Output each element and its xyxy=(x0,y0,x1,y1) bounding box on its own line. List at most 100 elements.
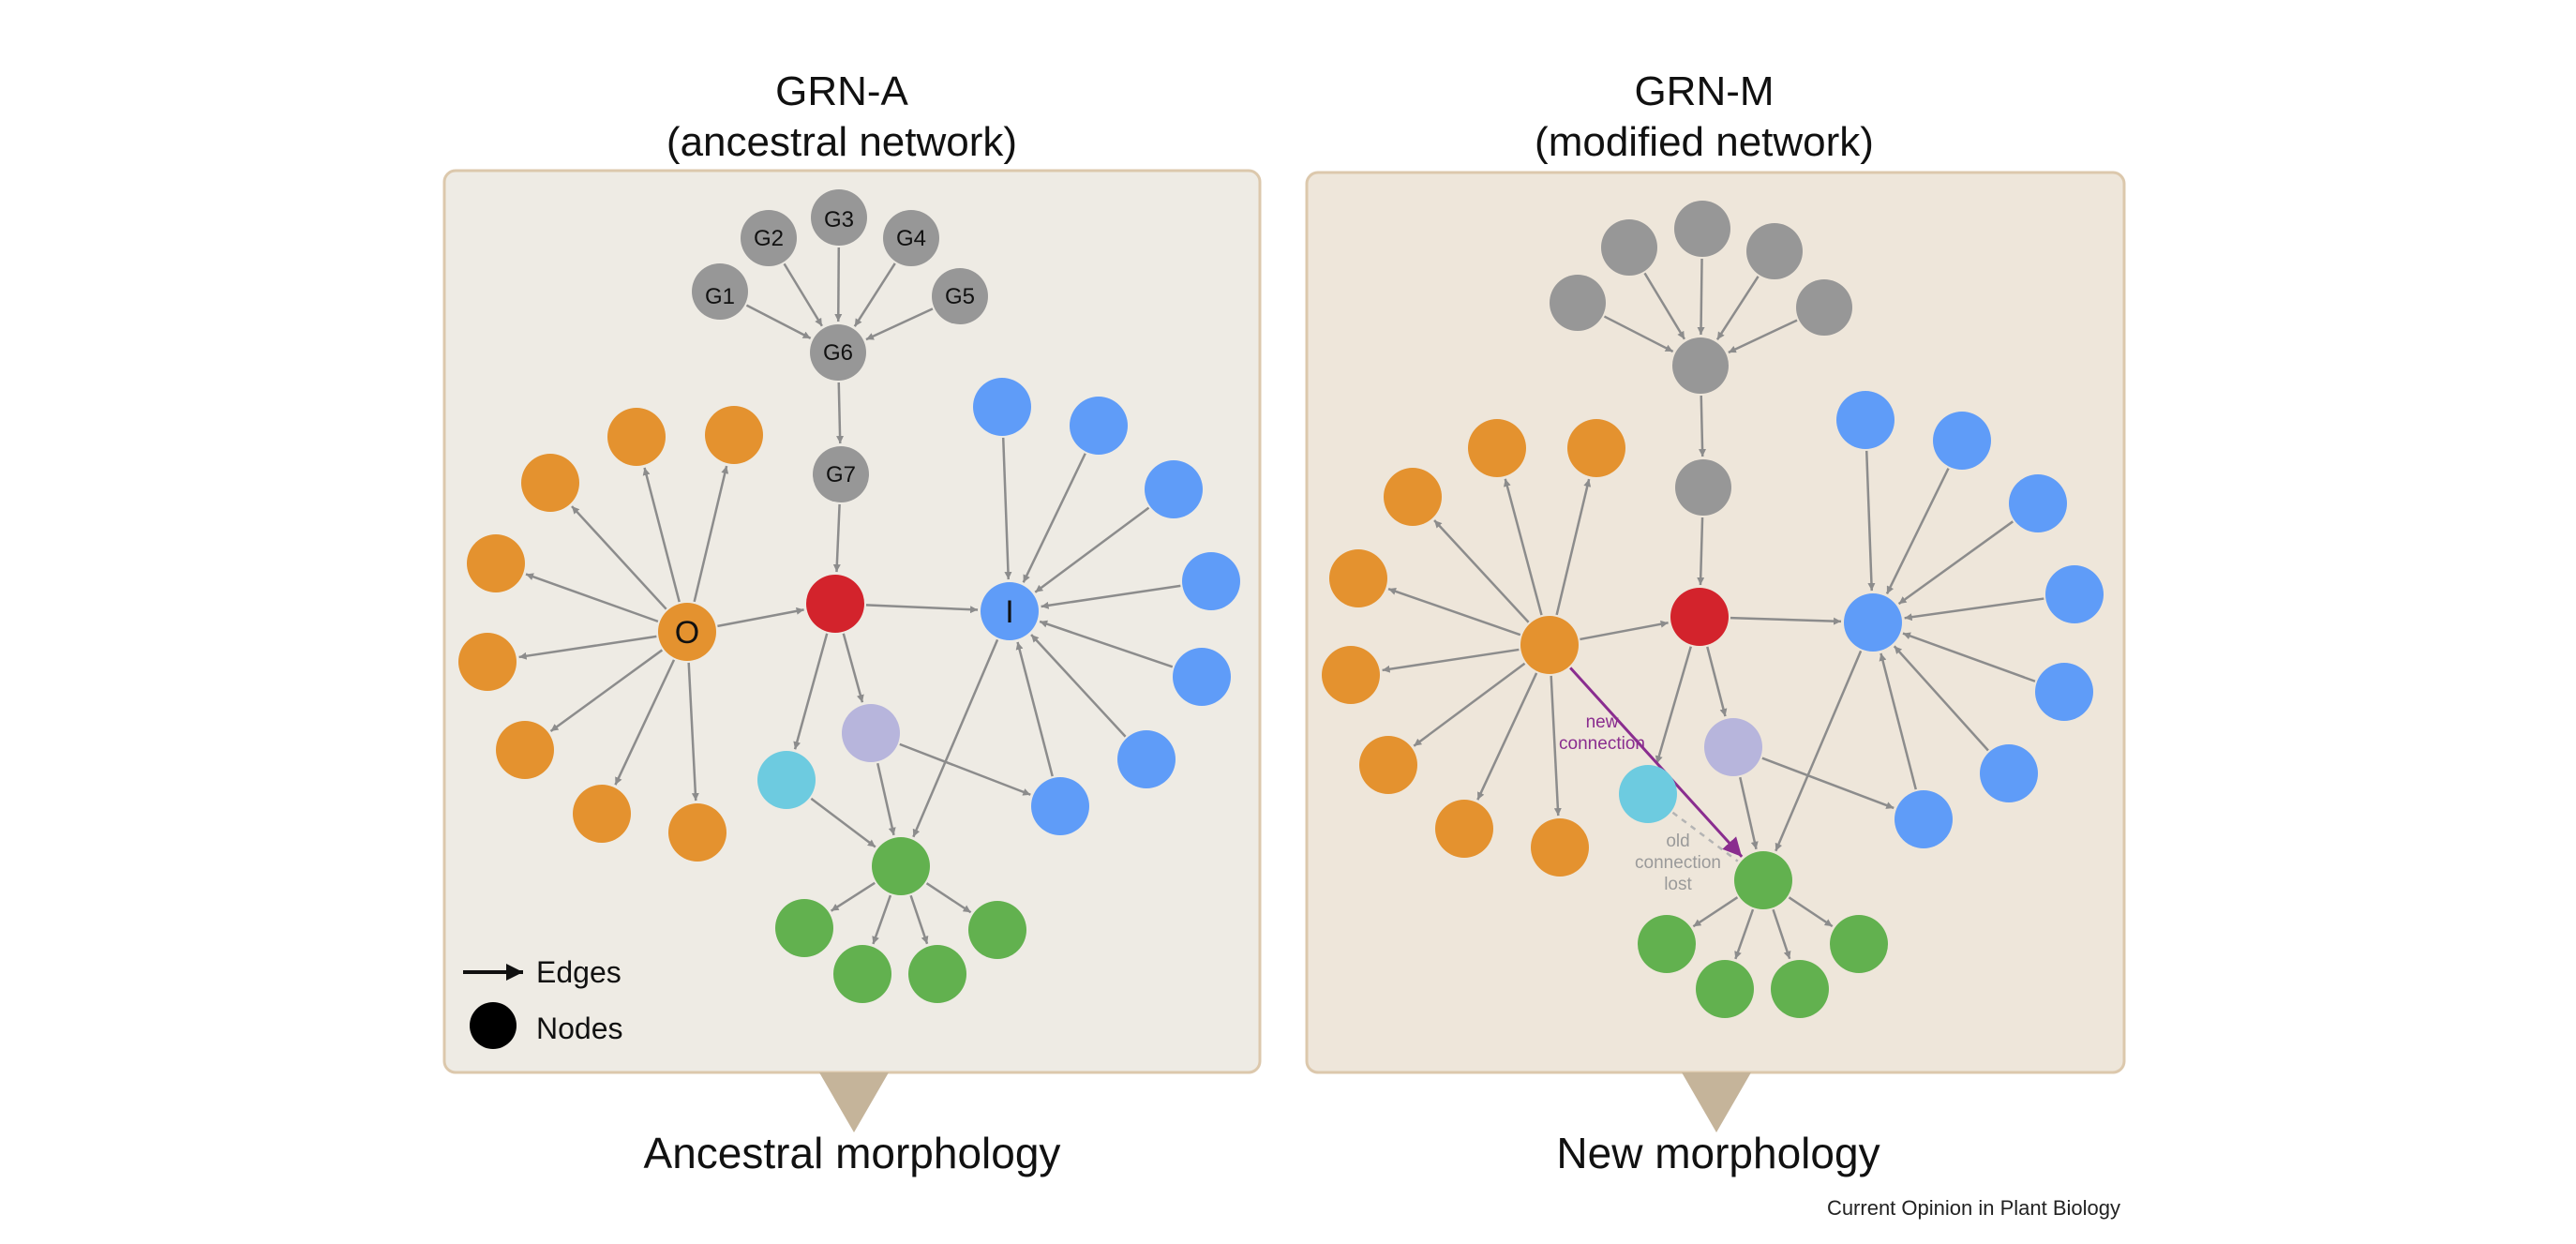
left-edge-g2-g6 xyxy=(783,262,823,327)
right-node-b7 xyxy=(1895,790,1953,848)
right-edge-red-i xyxy=(1730,616,1842,625)
left-node-o3 xyxy=(521,454,579,512)
right-node-g2 xyxy=(1601,219,1657,276)
left-node-lav xyxy=(842,704,900,762)
right-edge-b3-i xyxy=(1897,520,2014,606)
right-node-b6 xyxy=(1980,744,2038,802)
left-network-edges xyxy=(518,247,1181,945)
left-edge-o-red xyxy=(717,607,804,628)
journal-credit: Current Opinion in Plant Biology xyxy=(1827,1196,2120,1220)
right-network-nodes xyxy=(1322,201,2104,1018)
right-node-gr1 xyxy=(1638,915,1696,973)
left-edge-o-o3 xyxy=(571,505,667,610)
left-edge-gh-gr3 xyxy=(909,894,929,945)
left-node-g5 xyxy=(932,268,988,324)
left-node-b1 xyxy=(973,378,1031,436)
right-node-o1 xyxy=(1468,419,1526,477)
right-node-b5 xyxy=(2035,663,2093,721)
left-edge-g1-g6 xyxy=(745,304,812,339)
right-edge-b6-i xyxy=(1893,645,1989,752)
left-node-o2 xyxy=(705,406,763,464)
left-edge-o-o2 xyxy=(693,465,729,603)
right-edge-lav-b7 xyxy=(1761,757,1895,810)
node-label-g3: G3 xyxy=(824,207,854,232)
left-node-b7 xyxy=(1031,777,1089,835)
right-pointer xyxy=(1682,1072,1751,1132)
left-node-g3 xyxy=(811,189,867,246)
left-node-g1 xyxy=(692,263,748,320)
right-edge-lav-gh xyxy=(1739,776,1759,850)
left-edge-o-o4 xyxy=(525,573,659,623)
right-edge-b5-i xyxy=(1902,632,2036,682)
left-node-b5 xyxy=(1173,648,1231,706)
left-edge-lav-b7 xyxy=(899,742,1031,796)
left-edge-gh-gr4 xyxy=(925,882,972,914)
left-edge-b3-i xyxy=(1034,506,1150,593)
left-node-o1 xyxy=(607,408,666,466)
node-label-g5: G5 xyxy=(945,284,975,309)
left-edge-g7-red xyxy=(832,503,841,573)
right-node-o7 xyxy=(1435,800,1493,858)
left-node-gh xyxy=(872,837,930,895)
right-edge-o-o5 xyxy=(1382,648,1520,673)
left-edge-o-o6 xyxy=(549,649,664,732)
right-node-g6 xyxy=(1672,337,1729,394)
left-edge-g4-g6 xyxy=(853,262,896,327)
right-edge-o-o6 xyxy=(1413,662,1526,747)
right-node-gr2 xyxy=(1696,960,1754,1018)
right-node-o6 xyxy=(1359,736,1417,794)
right-edge-red-cyan xyxy=(1655,646,1692,764)
right-edge-gh-gr3 xyxy=(1772,908,1791,960)
legend-nodes-label: Nodes xyxy=(536,1012,623,1045)
right-edge-g2-g6 xyxy=(1643,272,1686,340)
node-label-g6: G6 xyxy=(823,340,853,366)
left-edge-red-lav xyxy=(842,633,864,703)
annotation-old-line1: old xyxy=(1666,832,1689,851)
right-edge-o-o3 xyxy=(1433,519,1530,623)
right-edge-o-o2 xyxy=(1555,478,1592,616)
right-edge-o-red xyxy=(1580,620,1669,641)
right-edge-gh-gr4 xyxy=(1788,896,1834,928)
right-node-b1 xyxy=(1836,391,1895,449)
node-label-o: O xyxy=(675,615,699,651)
right-edge-g5-g6 xyxy=(1728,319,1798,354)
left-edge-g6-g7 xyxy=(836,382,845,444)
left-node-b6 xyxy=(1117,730,1176,788)
left-pointer xyxy=(819,1072,889,1132)
right-edge-g4-g6 xyxy=(1715,276,1760,340)
right-network-edges xyxy=(1382,258,2044,960)
legend-edges-label: Edges xyxy=(536,955,622,989)
right-node-b4 xyxy=(2045,565,2104,623)
right-edge-b7-i xyxy=(1879,652,1917,790)
left-node-b4 xyxy=(1182,552,1240,610)
left-node-red xyxy=(806,575,864,633)
right-edge-o-o1 xyxy=(1503,478,1543,616)
right-node-g7 xyxy=(1675,459,1731,516)
right-node-b2 xyxy=(1933,412,1991,470)
right-edge-g7-red xyxy=(1697,517,1705,586)
right-node-o8 xyxy=(1531,818,1589,877)
left-edge-g5-g6 xyxy=(865,307,934,341)
node-label-g7: G7 xyxy=(826,462,856,487)
left-node-gr1 xyxy=(775,899,833,957)
right-edge-o-o7 xyxy=(1476,672,1538,801)
right-node-gh xyxy=(1734,851,1792,909)
left-network-nodes xyxy=(458,189,1240,1003)
node-label-i: I xyxy=(1005,594,1013,630)
right-node-cyan xyxy=(1619,765,1677,823)
left-edge-o-o1 xyxy=(642,467,681,603)
right-edge-red-lav xyxy=(1706,646,1728,717)
right-edge-o-o8 xyxy=(1550,675,1562,817)
right-edge-i-gh xyxy=(1775,650,1863,852)
right-node-g3 xyxy=(1674,201,1730,257)
node-label-g1: G1 xyxy=(705,284,735,309)
left-node-b2 xyxy=(1070,397,1128,455)
left-edge-g3-g6 xyxy=(834,247,843,322)
right-node-i xyxy=(1844,593,1902,652)
left-node-g2 xyxy=(741,210,797,266)
left-node-o7 xyxy=(573,785,631,843)
left-node-gr2 xyxy=(833,945,891,1003)
right-node-o2 xyxy=(1567,419,1625,477)
